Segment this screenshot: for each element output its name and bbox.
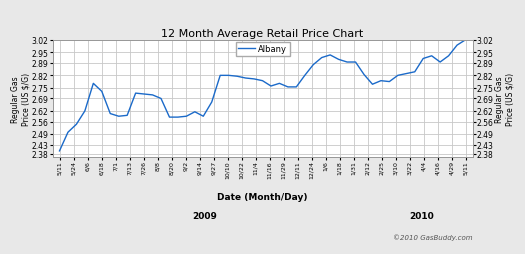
Legend: Albany: Albany — [236, 42, 289, 56]
Text: 2009: 2009 — [192, 211, 217, 220]
Text: ©2010 GasBuddy.com: ©2010 GasBuddy.com — [393, 234, 472, 240]
Title: 12 Month Average Retail Price Chart: 12 Month Average Retail Price Chart — [161, 28, 364, 39]
Y-axis label: Regular Gas
Price (US $/G): Regular Gas Price (US $/G) — [495, 73, 514, 125]
Y-axis label: Regular Gas
Price (US $/G): Regular Gas Price (US $/G) — [10, 73, 30, 125]
X-axis label: Date (Month/Day): Date (Month/Day) — [217, 192, 308, 201]
Text: 2010: 2010 — [410, 211, 434, 220]
